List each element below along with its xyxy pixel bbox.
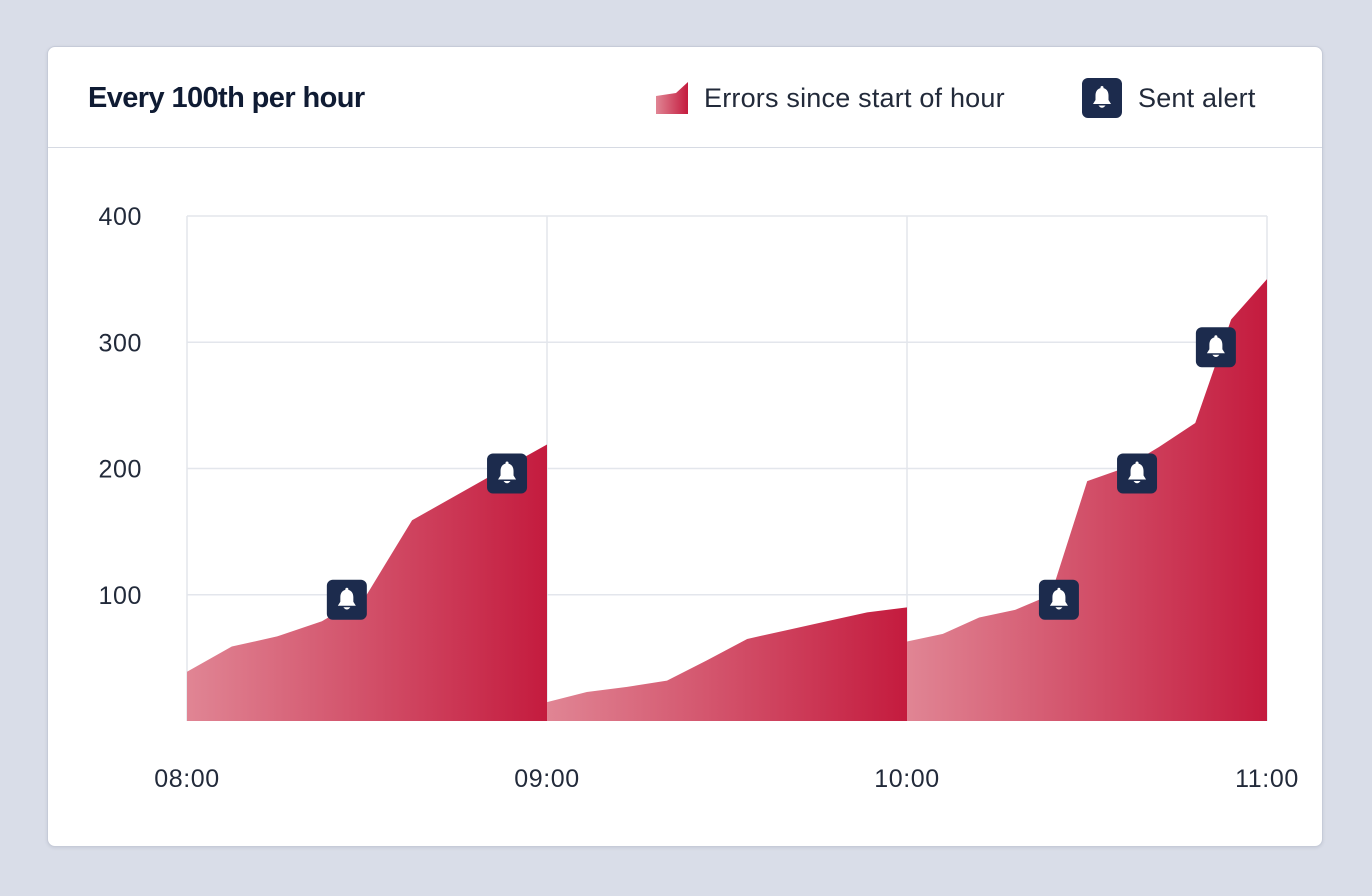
y-tick-label-2: 300 xyxy=(98,329,142,357)
y-tick-label-1: 200 xyxy=(98,456,142,484)
bell-icon xyxy=(498,461,517,484)
area-segment-10:00 xyxy=(907,279,1267,721)
area-chart: 100 200 300 400 08:00 09:00 10:00 11:00 xyxy=(98,203,1299,793)
alert-markers xyxy=(326,327,1236,620)
area-series xyxy=(187,279,1267,721)
bell-icon xyxy=(337,587,356,610)
bell-icon xyxy=(1049,587,1068,610)
area-swatch-icon xyxy=(656,82,688,114)
alert-marker-0[interactable] xyxy=(326,579,367,620)
x-tick-label-2: 10:00 xyxy=(874,765,940,793)
chart-title: Every 100th per hour xyxy=(88,82,365,114)
card-header: Every 100th per hour Errors since start … xyxy=(48,47,1322,148)
legend-item-errors: Errors since start of hour xyxy=(656,77,1005,119)
legend-item-alert: Sent alert xyxy=(1082,77,1256,119)
y-axis: 100 200 300 400 xyxy=(98,203,142,610)
alert-marker-3[interactable] xyxy=(1117,453,1158,494)
y-tick-label-3: 400 xyxy=(98,203,142,231)
alert-marker-1[interactable] xyxy=(487,453,528,494)
bell-icon xyxy=(1082,78,1122,118)
x-tick-label-0: 08:00 xyxy=(154,765,220,793)
x-tick-label-1: 09:00 xyxy=(514,765,580,793)
alert-marker-4[interactable] xyxy=(1195,327,1236,368)
area-segment-08:00 xyxy=(187,444,547,721)
bell-icon xyxy=(1206,335,1225,358)
bell-icon xyxy=(1128,461,1147,484)
legend-label-errors: Errors since start of hour xyxy=(704,82,1005,113)
x-axis: 08:00 09:00 10:00 11:00 xyxy=(154,765,1299,793)
x-tick-label-3: 11:00 xyxy=(1235,765,1299,793)
chart-card: Every 100th per hour Errors since start … xyxy=(47,46,1323,847)
area-segment-09:00 xyxy=(547,607,907,721)
alert-marker-2[interactable] xyxy=(1038,579,1079,620)
legend-label-alert: Sent alert xyxy=(1138,82,1256,113)
y-tick-label-0: 100 xyxy=(98,582,142,610)
